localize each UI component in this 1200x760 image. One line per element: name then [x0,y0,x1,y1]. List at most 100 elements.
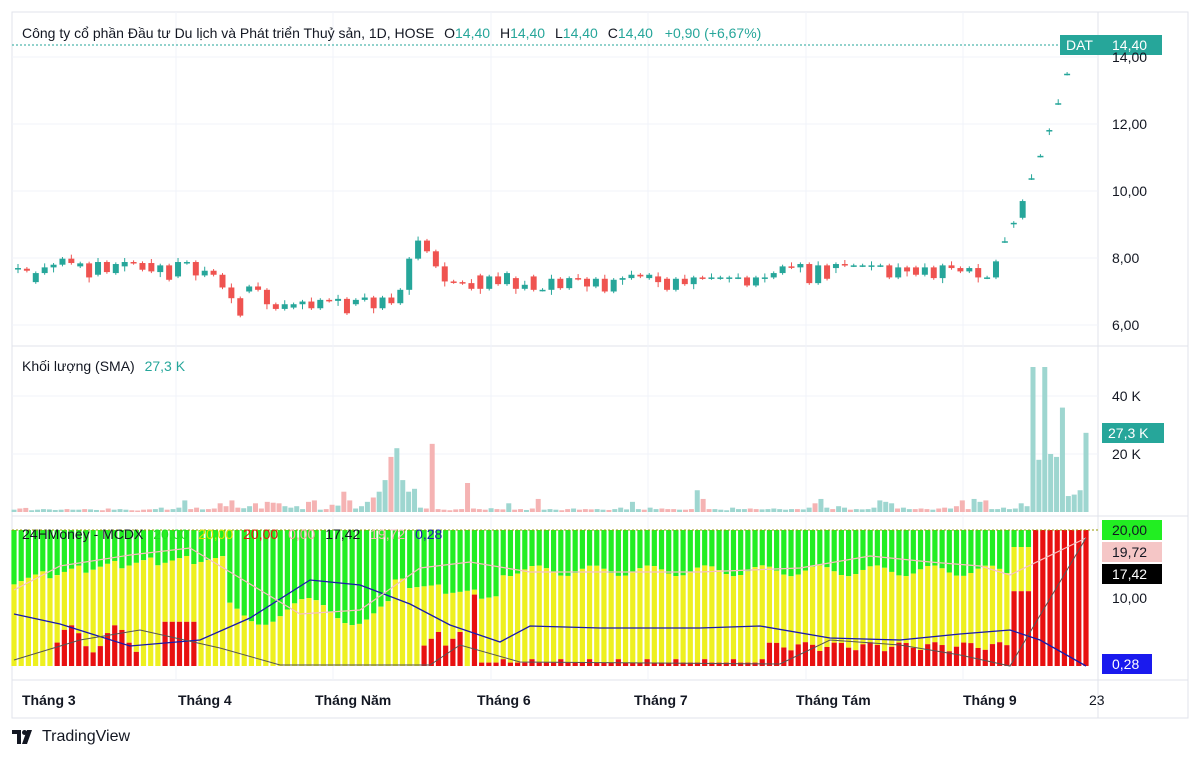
mcdx-green-bar [18,530,24,582]
candle-body [1019,201,1026,218]
mcdx-yellow-bar [903,576,909,644]
mcdx-green-bar [802,530,809,571]
volume-bar [199,509,205,512]
volume-bar [388,456,394,512]
mcdx-yellow-bar [543,568,550,663]
mcdx-yellow-bar [1011,547,1017,592]
volume-bar [529,508,535,512]
candle-body [201,270,208,276]
volume-bar [123,509,129,512]
mcdx-green-bar [414,530,420,588]
mcdx-red-bar [745,662,751,666]
mcdx-red-bar [925,644,931,666]
volume-bar [152,509,158,512]
candle-body [183,262,190,264]
volume-bar [906,509,912,512]
mcdx-green-bar [932,530,938,566]
mcdx-green-bar [644,530,650,566]
candle-body [948,265,955,269]
mcdx-green-bar [853,530,859,575]
mcdx-red-bar [1083,530,1089,666]
mcdx-yellow-bar [112,560,118,626]
candle-body [735,277,742,279]
volume-bar [606,509,612,512]
candle-body [761,277,768,279]
mcdx-green-bar [47,530,53,579]
tradingview-brand[interactable]: TradingView [12,728,130,746]
mcdx-yellow-bar [716,570,722,663]
mcdx-green-bar [946,530,952,573]
mcdx-green-bar [385,530,391,602]
candle-body [86,263,93,278]
mcdx-green-bar [234,530,240,609]
low-value: 14,40 [563,25,598,41]
candle-body [610,279,617,292]
mcdx-green-bar [220,530,226,557]
mcdx-red-bar [529,659,535,666]
volume-bar [1018,503,1024,512]
volume-bar [158,507,164,512]
volume-bar [111,509,117,512]
candle-body [877,265,884,267]
mcdx-red-bar [702,659,708,666]
volume-bar [323,509,329,512]
price-tick-14: 14,00 [1112,49,1147,65]
x-label-thang-4: Tháng 4 [178,692,232,708]
candle-body [157,265,164,273]
mcdx-yellow-bar [961,575,967,643]
candle-body [41,267,48,274]
mcdx-green-bar [1018,530,1024,547]
volume-bar [812,503,818,512]
mcdx-green-bar [845,530,852,577]
mcdx-red-bar [565,662,571,666]
candle-body [255,286,262,290]
mcdx-green-bar [205,530,211,560]
mcdx-yellow-bar [313,600,319,666]
mcdx-tick-10: 10,00 [1112,590,1147,606]
candle-body [966,268,973,272]
mcdx-red-bar [493,662,499,666]
mcdx-green-bar [982,530,988,566]
mcdx-green-bar [342,530,348,624]
mcdx-yellow-bar [184,555,190,622]
candle-body [1055,103,1062,105]
volume-bar [382,480,388,512]
volume-bar [700,498,706,512]
candle-body [957,268,964,272]
mcdx-v6: 19,72 [370,526,405,542]
mcdx-green-bar [738,530,744,575]
mcdx-yellow-bar [853,574,859,651]
mcdx-yellow-bar [263,624,269,666]
mcdx-yellow-bar [284,609,290,666]
volume-bar [270,502,276,512]
mcdx-green-bar [256,530,262,625]
mcdx-yellow-bar [25,577,31,666]
mcdx-v7: 0,28 [415,526,442,542]
mcdx-yellow-bar [256,624,262,666]
mcdx-green-bar [399,530,406,579]
mcdx-red-bar [450,638,456,666]
mcdx-green-bar [306,530,312,599]
mcdx-v5: 17,42 [325,526,360,542]
mcdx-green-bar [119,530,125,569]
mcdx-yellow-bar [493,596,499,663]
mcdx-yellow-bar [248,621,255,666]
mcdx-red-bar [867,642,873,666]
volume-bar [70,509,76,512]
mcdx-green-bar [781,530,787,575]
volume-bar [600,509,606,512]
candle-body [68,258,75,264]
mcdx-red-bar [176,621,183,666]
volume-bar [141,509,147,512]
mcdx-red-bar [968,643,974,666]
mcdx-yellow-bar [277,616,283,666]
mcdx-green-bar [241,530,247,616]
mcdx-red-bar [104,633,111,666]
mcdx-green-bar [889,530,895,572]
candle-body [263,289,270,305]
mcdx-yellow-bar [299,599,305,666]
mcdx-green-bar [263,530,269,625]
mcdx-red-bar [61,629,67,666]
volume-bar [1054,456,1060,512]
volume-bar [977,501,983,512]
